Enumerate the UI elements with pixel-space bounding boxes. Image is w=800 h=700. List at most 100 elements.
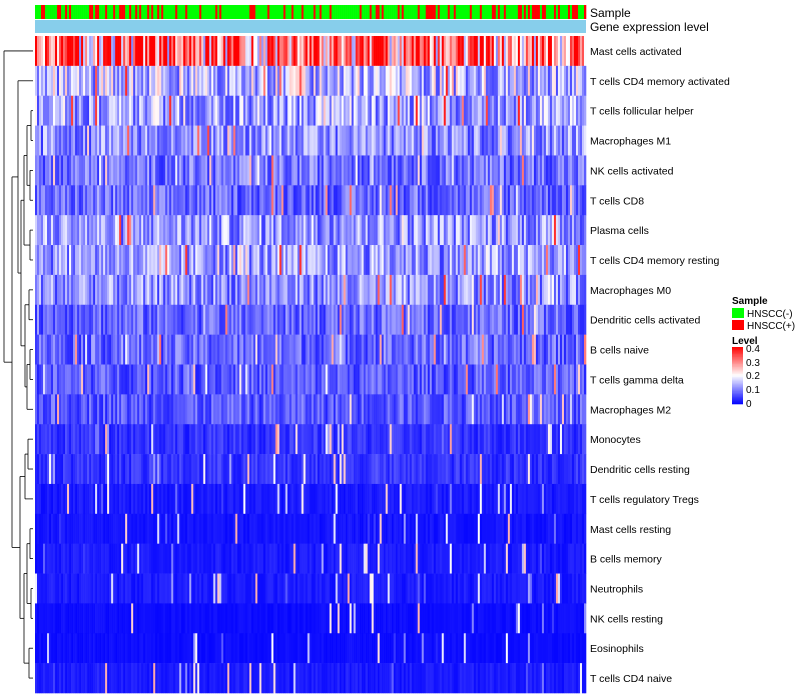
heatmap-cell (253, 304, 256, 335)
sample-annotation-cell (533, 5, 537, 19)
heatmap-cell (249, 215, 252, 246)
heatmap-cell (169, 65, 172, 97)
heatmap-cell (397, 185, 400, 216)
heatmap-cell (267, 304, 270, 335)
heatmap-cell (85, 364, 88, 395)
heatmap-cell (279, 95, 282, 126)
heatmap-cell (571, 334, 575, 365)
heatmap-cell (495, 394, 499, 425)
heatmap-cell (77, 304, 80, 335)
heatmap-cell (205, 513, 208, 544)
heatmap-cell (447, 215, 451, 246)
heatmap-cell (285, 155, 288, 186)
heatmap-cell (115, 95, 118, 126)
heatmap-cell (143, 65, 146, 97)
heatmap-cell (545, 274, 549, 306)
heatmap-cell (403, 424, 406, 455)
heatmap-cell (69, 483, 72, 515)
heatmap-cell (37, 245, 40, 276)
heatmap-cell (155, 215, 158, 246)
heatmap-cell (323, 483, 326, 515)
sample-annotation-cell (421, 5, 424, 19)
heatmap-cell (321, 245, 324, 276)
heatmap-cell (271, 185, 274, 216)
heatmap-cell (539, 424, 543, 455)
heatmap-cell (231, 394, 234, 425)
heatmap-cell (107, 454, 110, 485)
heatmap-cell (351, 245, 354, 276)
heatmap-cell (295, 334, 298, 365)
heatmap-cell (111, 513, 114, 544)
heatmap-cell (473, 125, 477, 156)
sample-annotation-cell (285, 5, 288, 19)
heatmap-cell (221, 185, 224, 216)
heatmap-cell (229, 304, 232, 335)
heatmap-cell (233, 65, 236, 97)
heatmap-cell (559, 424, 563, 455)
heatmap-cell (123, 334, 126, 365)
heatmap-cell (323, 95, 326, 126)
heatmap-cell (413, 483, 416, 515)
heatmap-cell (429, 125, 433, 156)
heatmap-cell (249, 424, 252, 455)
heatmap-cell (41, 364, 44, 395)
heatmap-cell (333, 65, 336, 97)
heatmap-cell (467, 424, 471, 455)
heatmap-cell (77, 95, 80, 126)
heatmap-cell (529, 245, 533, 276)
heatmap-cell (451, 424, 455, 455)
heatmap-cell (103, 394, 106, 425)
heatmap-cell (89, 65, 92, 97)
heatmap-cell (133, 274, 136, 306)
heatmap-cell (567, 304, 571, 335)
heatmap-cell (253, 95, 256, 126)
heatmap-cell (61, 95, 64, 126)
heatmap-cell (329, 304, 332, 335)
heatmap-cell (233, 364, 236, 395)
heatmap-cell (169, 483, 172, 515)
heatmap-cell (423, 215, 427, 246)
heatmap-cell (193, 513, 196, 544)
heatmap-cell (519, 424, 523, 455)
heatmap-cell (363, 185, 366, 216)
heatmap-cell (47, 394, 50, 425)
heatmap-cell (467, 454, 471, 485)
heatmap-cell (147, 215, 150, 246)
heatmap-cell (101, 304, 104, 335)
heatmap-cell (229, 155, 232, 186)
heatmap-cell (309, 185, 312, 216)
heatmap-cell (233, 454, 236, 485)
heatmap-cell (245, 95, 248, 126)
heatmap-cell (523, 394, 527, 425)
heatmap-cell (315, 185, 318, 216)
heatmap-cell (429, 95, 433, 126)
heatmap-cell (295, 304, 298, 335)
heatmap-cell (537, 304, 541, 335)
heatmap-cell (229, 334, 232, 365)
heatmap-cell (165, 36, 168, 67)
heatmap-cell (445, 95, 449, 126)
heatmap-cell (193, 185, 196, 216)
heatmap-cell (199, 125, 202, 156)
heatmap-cell (169, 36, 172, 67)
heatmap-cell (523, 155, 527, 186)
heatmap-cell (83, 185, 86, 216)
heatmap-cell (335, 304, 338, 335)
heatmap-cell (55, 155, 58, 186)
heatmap-cell (127, 424, 130, 455)
heatmap-cell (121, 155, 124, 186)
heatmap-cell (271, 334, 274, 365)
heatmap-cell (545, 215, 549, 246)
heatmap-cell (157, 65, 160, 97)
heatmap-cell (241, 245, 244, 276)
heatmap-cell (97, 394, 100, 425)
sample-annotation-cell (113, 5, 116, 19)
heatmap-cell (361, 36, 364, 67)
heatmap-cell (319, 215, 322, 246)
sample-annotation-cell (349, 5, 352, 19)
heatmap-cell (567, 274, 571, 306)
heatmap-cell (409, 483, 412, 515)
heatmap-cell (441, 95, 445, 126)
heatmap-cell (145, 245, 148, 276)
heatmap-cell (453, 513, 457, 544)
